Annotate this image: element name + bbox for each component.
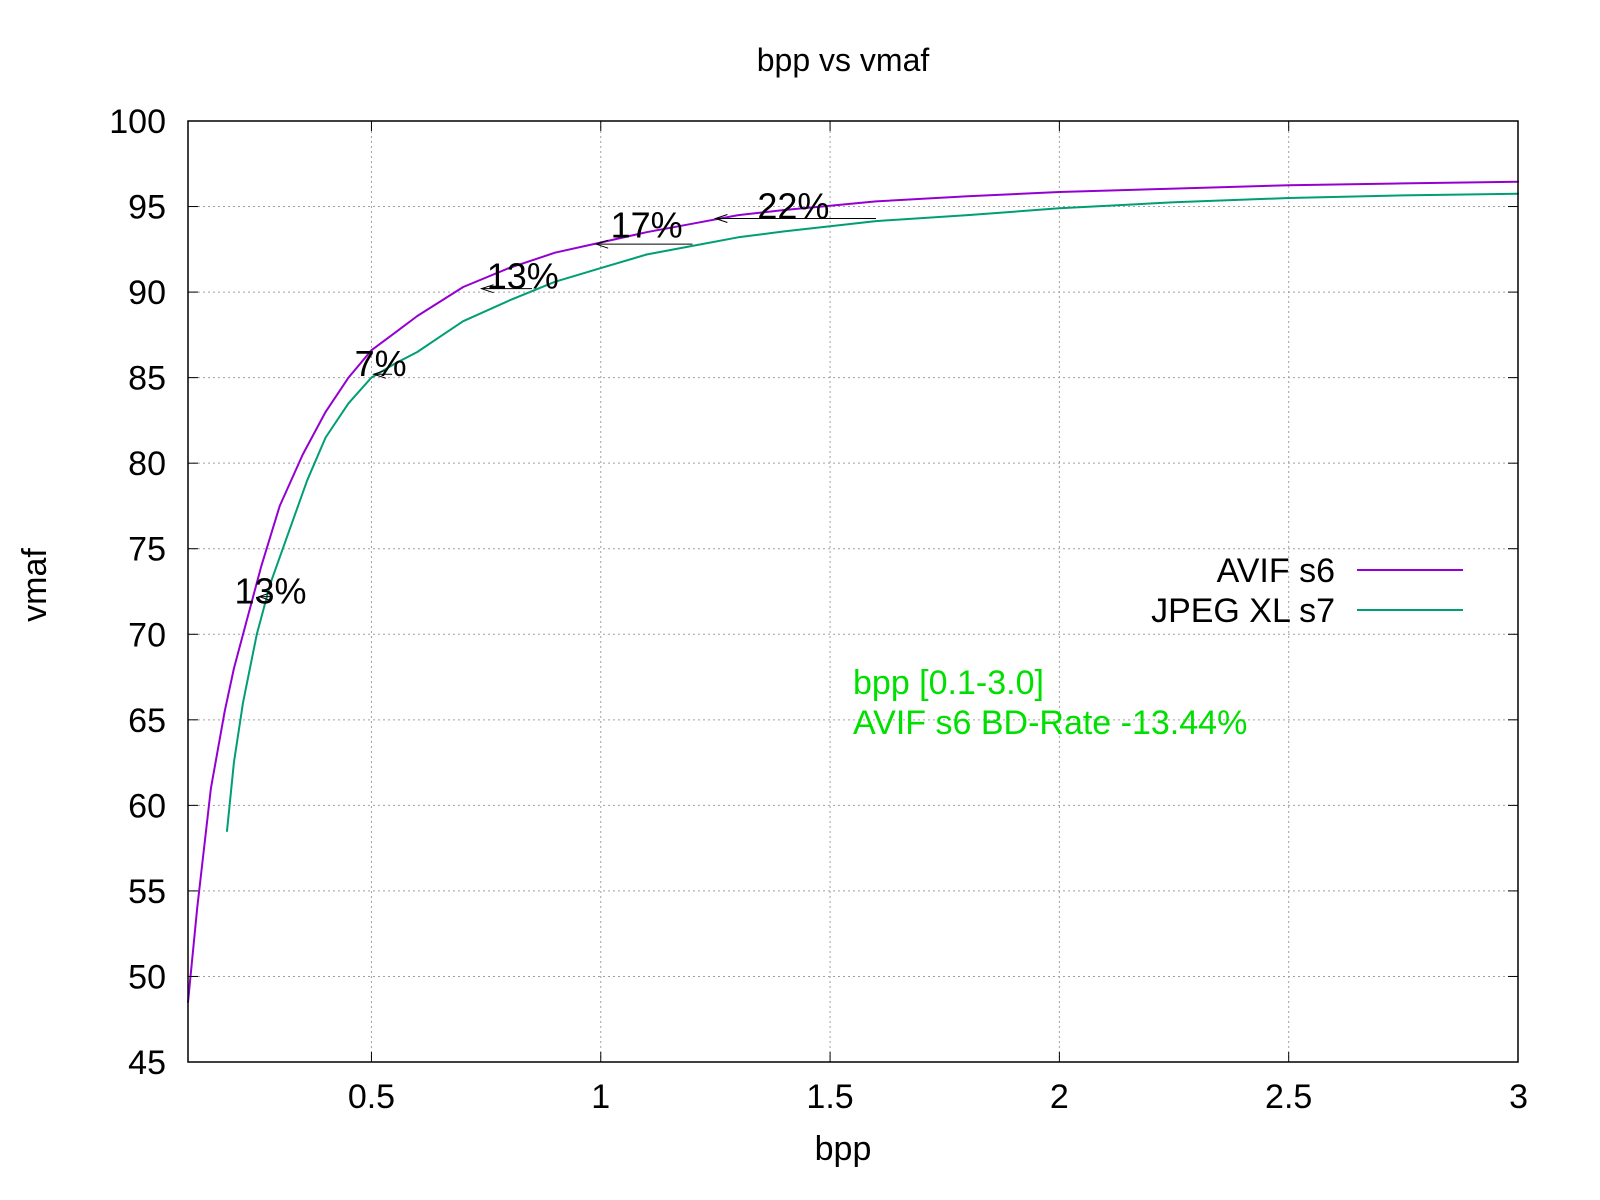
x-tick-label: 1 xyxy=(591,1078,610,1116)
chart-title: bpp vs vmaf xyxy=(757,42,930,78)
y-tick-label: 65 xyxy=(128,702,166,740)
y-tick-label: 85 xyxy=(128,360,166,398)
y-tick-label: 70 xyxy=(128,616,166,654)
plot-frame xyxy=(187,120,1519,1063)
bd-rate-info: bpp [0.1-3.0] AVIF s6 BD-Rate -13.44% xyxy=(853,664,1247,742)
y-tick-label: 60 xyxy=(128,787,166,825)
annotation-label: 22% xyxy=(757,186,829,227)
annotation-arrow-head xyxy=(257,592,272,602)
bd-rate-annotation: 17% xyxy=(594,204,693,249)
bd-rate-annotation: 13% xyxy=(479,256,559,297)
annotation-label: 13% xyxy=(487,256,559,297)
axis-ticks: 45 50 55 60 65 70 75 80 85 90 95 100 0.5 1 1.5 2 2.5 3 xyxy=(109,103,1528,1116)
annotation-arrow-head xyxy=(713,214,728,223)
annotation-label: 17% xyxy=(611,204,683,245)
y-tick-label: 95 xyxy=(128,189,166,227)
legend-label-avif-s6: AVIF s6 xyxy=(1217,552,1335,590)
y-tick-label: 50 xyxy=(128,958,166,996)
series-line-jpeg-xl-s7 xyxy=(226,192,1519,832)
series-line-avif-s6 xyxy=(187,180,1519,1004)
x-tick-label: 2 xyxy=(1050,1078,1069,1116)
bd-rate-annotation: 13% xyxy=(235,571,307,612)
y-tick-label: 80 xyxy=(128,445,166,483)
annotation-arrow-head xyxy=(594,239,609,249)
annotation-label: 7% xyxy=(355,343,407,384)
x-tick-label: 1.5 xyxy=(806,1078,853,1116)
grid xyxy=(188,121,1518,1062)
annotation-arrow-head xyxy=(479,284,494,294)
x-tick-label: 0.5 xyxy=(348,1078,395,1116)
y-tick-label: 55 xyxy=(128,873,166,911)
bd-rate-annotation: 7% xyxy=(355,343,407,384)
x-tick-label: 3 xyxy=(1509,1078,1528,1116)
info-bpp-range: bpp [0.1-3.0] xyxy=(853,664,1044,702)
annotation-label: 13% xyxy=(235,571,307,612)
annotation-arrow-head xyxy=(372,369,386,379)
info-bd-rate: AVIF s6 BD-Rate -13.44% xyxy=(853,704,1247,742)
annotations: 13% 7% 13% 17% 22% xyxy=(235,186,876,612)
y-tick-label: 100 xyxy=(109,103,166,141)
legend: AVIF s6 JPEG XL s7 xyxy=(1151,552,1463,630)
x-axis-label: bpp xyxy=(815,1130,872,1168)
y-axis-label: vmaf xyxy=(16,548,54,622)
y-tick-label: 45 xyxy=(128,1044,166,1082)
bd-rate-annotation: 22% xyxy=(713,186,876,227)
legend-label-jpeg-xl-s7: JPEG XL s7 xyxy=(1151,592,1335,630)
x-tick-label: 2.5 xyxy=(1265,1078,1312,1116)
plot-series xyxy=(187,180,1519,1004)
y-tick-label: 75 xyxy=(128,531,166,569)
y-tick-label: 90 xyxy=(128,274,166,312)
